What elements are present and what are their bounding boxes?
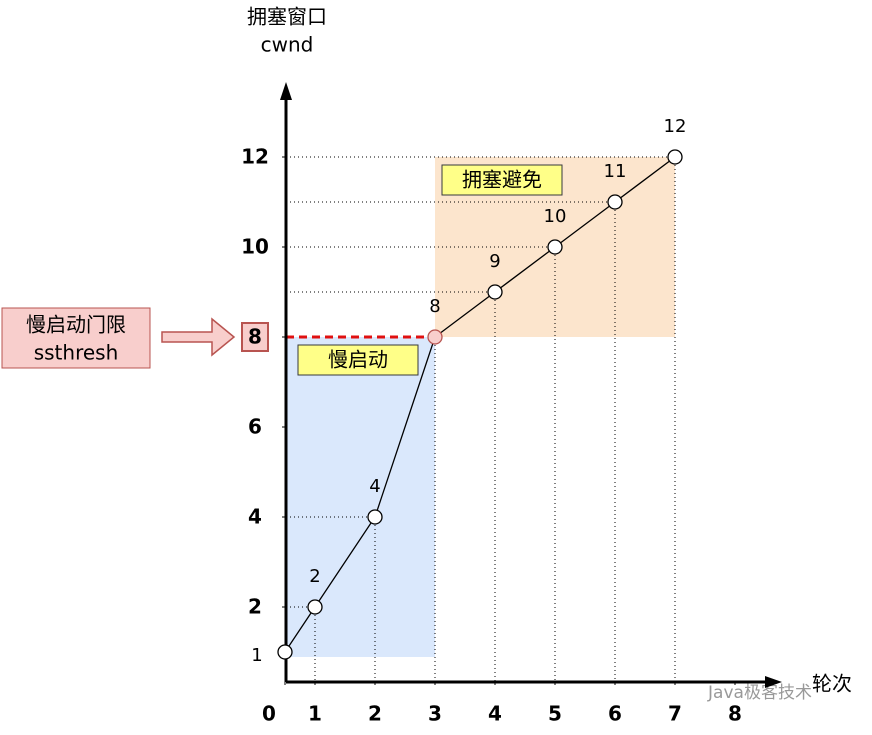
threshold-tick-box — [241, 322, 269, 352]
x-tick-label: 2 — [368, 702, 382, 726]
point — [487, 284, 503, 300]
point-label: 9 — [489, 251, 500, 272]
y-axis-arrow — [280, 82, 292, 100]
region-label-box — [297, 344, 419, 376]
x-tick-label: 4 — [488, 702, 502, 726]
x-tick-label: 5 — [548, 702, 562, 726]
point — [667, 149, 683, 165]
y-axis-title: 拥塞窗口 — [247, 5, 327, 29]
annotation-box — [1, 307, 151, 369]
point-label: 2 — [309, 566, 320, 587]
x-axis-arrow — [765, 676, 782, 688]
annotation: ssthresh — [34, 341, 119, 365]
point — [547, 239, 563, 255]
x-tick-label: 0 — [262, 702, 276, 726]
y-tick-label: 2 — [248, 595, 262, 619]
annotation: 慢启动门限 — [26, 313, 126, 337]
watermark: Java极客技术 — [707, 683, 812, 703]
x-tick-label: 3 — [428, 702, 442, 726]
region — [285, 337, 435, 657]
region-label: 慢启动 — [328, 348, 388, 372]
point-label: 10 — [544, 206, 567, 227]
y-axis-title: cwnd — [261, 33, 314, 57]
point-label: 12 — [664, 116, 687, 137]
point — [277, 644, 293, 660]
x-tick-label: 7 — [668, 702, 682, 726]
x-axis-title: 轮次 — [812, 672, 852, 696]
y-tick-label: 4 — [248, 505, 262, 529]
point-label: 4 — [369, 476, 380, 497]
region-label-box — [441, 164, 563, 196]
y-tick-label: 6 — [248, 415, 262, 439]
region-label: 拥塞避免 — [462, 168, 542, 192]
point — [427, 329, 443, 345]
point — [367, 509, 383, 525]
point-label: 8 — [429, 296, 440, 317]
x-tick-label: 6 — [608, 702, 622, 726]
point — [307, 599, 323, 615]
point-label: 1 — [251, 645, 262, 666]
y-tick-label: 10 — [241, 235, 269, 259]
point-label: 11 — [604, 161, 627, 182]
x-tick-label: 8 — [728, 702, 742, 726]
y-tick-label: 8 — [248, 325, 262, 349]
x-tick-label: 1 — [308, 702, 322, 726]
line — [284, 156, 676, 653]
annotation-arrow — [161, 317, 236, 357]
point — [607, 194, 623, 210]
y-tick-label: 12 — [241, 145, 269, 169]
